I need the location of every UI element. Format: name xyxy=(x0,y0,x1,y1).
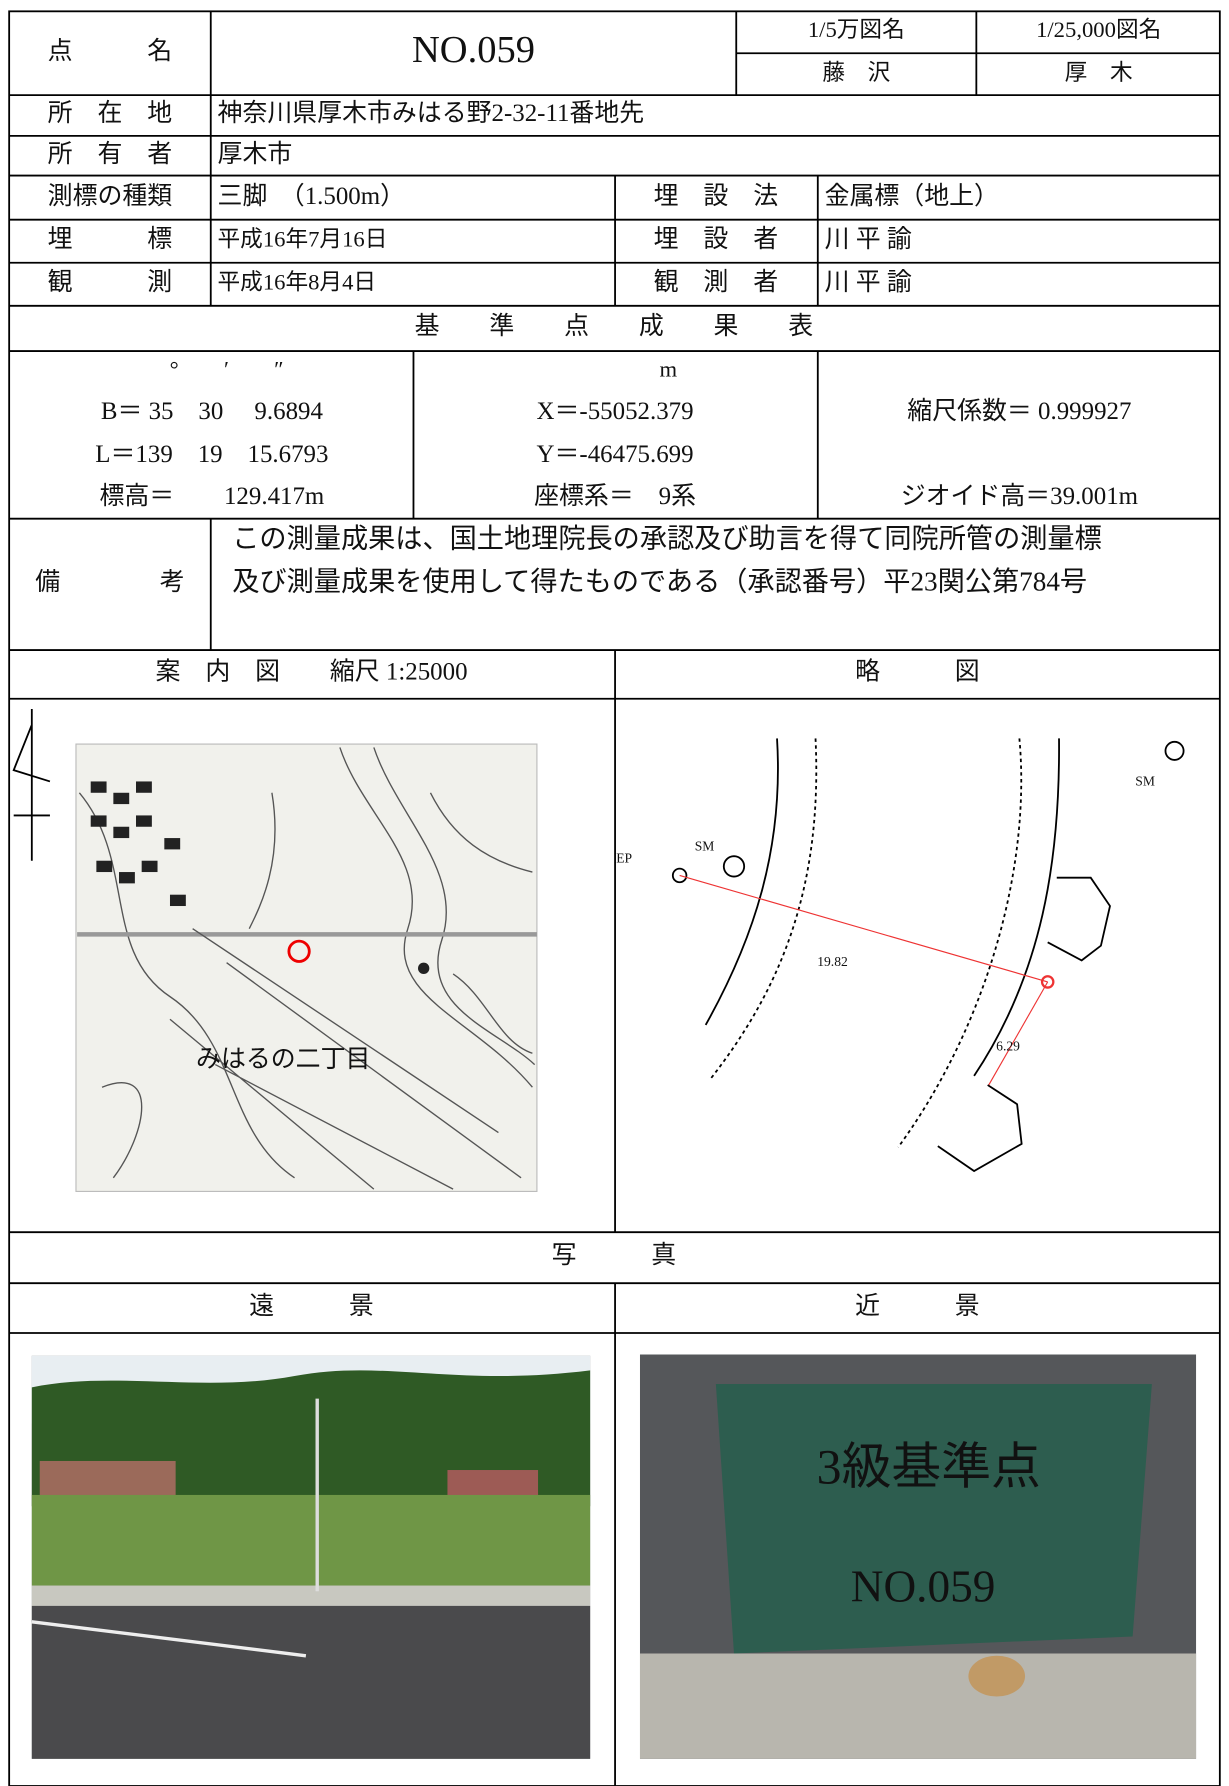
map-name: 厚 木 xyxy=(1065,60,1133,85)
sketch-label: SM xyxy=(1135,774,1155,789)
field-label: 備 考 xyxy=(35,568,184,596)
field-value: 平成16年8月4日 xyxy=(218,269,377,294)
sketch-label: EP xyxy=(616,851,632,866)
field-value: 川 平 諭 xyxy=(825,268,912,296)
field-label: 埋 標 xyxy=(48,225,173,253)
point-name: NO.059 xyxy=(412,29,535,71)
unit-label: m xyxy=(659,357,677,382)
board-text: 3級基準点 xyxy=(817,1440,1041,1495)
field-label: 観 測 者 xyxy=(654,268,779,296)
field-label: 所 在 地 xyxy=(48,99,173,127)
section-title: 基 準 点 成 果 表 xyxy=(415,312,814,340)
result-value: Y＝-46475.699 xyxy=(537,441,694,468)
field-label: 1/25,000図名 xyxy=(1036,17,1161,42)
guide-map xyxy=(12,708,538,1192)
field-label: 埋 設 法 xyxy=(654,182,779,210)
result-value: X＝-55052.379 xyxy=(537,398,694,425)
result-value: 座標系＝ 9系 xyxy=(534,482,696,510)
field-value: 平成16年7月16日 xyxy=(218,226,388,251)
section-title: 写 真 xyxy=(552,1241,677,1269)
field-label: 点 名 xyxy=(48,37,173,65)
result-value: 標高＝ 129.417m xyxy=(99,482,324,510)
sketch xyxy=(671,738,1185,1173)
section-title: 案 内 図 縮尺 1:25000 xyxy=(156,658,468,686)
field-label: 測標の種類 xyxy=(48,182,173,210)
field-value: 厚木市 xyxy=(218,140,293,168)
sketch-label: 19.82 xyxy=(817,954,848,969)
result-value: ジオイド高＝39.001m xyxy=(901,482,1138,510)
section-title: 近 景 xyxy=(855,1292,980,1320)
remarks-line: この測量成果は、国土地理院長の承認及び助言を得て同院所管の測量標 xyxy=(232,524,1102,554)
field-label: 所 有 者 xyxy=(48,140,173,168)
map-label: みはるの二丁目 xyxy=(196,1046,370,1073)
field-value: 金属標（地上） xyxy=(825,182,999,210)
field-label: 埋 設 者 xyxy=(654,225,779,253)
remarks-line: 及び測量成果を使用して得たものである（承認番号）平23関公第784号 xyxy=(232,567,1087,597)
field-value: 三脚 （1.500m） xyxy=(218,182,406,210)
distant-photo xyxy=(31,1355,591,1759)
result-value: L＝139 19 15.6793 xyxy=(95,441,328,468)
close-photo xyxy=(639,1354,1197,1759)
sketch-label: 6.29 xyxy=(996,1039,1020,1054)
field-label: 1/5万図名 xyxy=(808,17,905,42)
section-title: 遠 景 xyxy=(249,1292,374,1320)
section-title: 略 図 xyxy=(855,658,980,686)
field-value: 川 平 諭 xyxy=(825,225,912,253)
field-value: 神奈川県厚木市みはる野2-32-11番地先 xyxy=(218,99,645,127)
sketch-label: SM xyxy=(695,838,715,853)
field-label: 観 測 xyxy=(48,268,173,296)
result-value: B＝ 35 30 9.6894 xyxy=(101,398,324,425)
form-grid xyxy=(8,10,1221,1786)
board-text: NO.059 xyxy=(851,1562,996,1612)
result-value: 縮尺係数＝ 0.999927 xyxy=(907,397,1131,425)
unit-label: ° ′ ″ xyxy=(170,357,284,382)
map-name: 藤 沢 xyxy=(822,60,890,85)
